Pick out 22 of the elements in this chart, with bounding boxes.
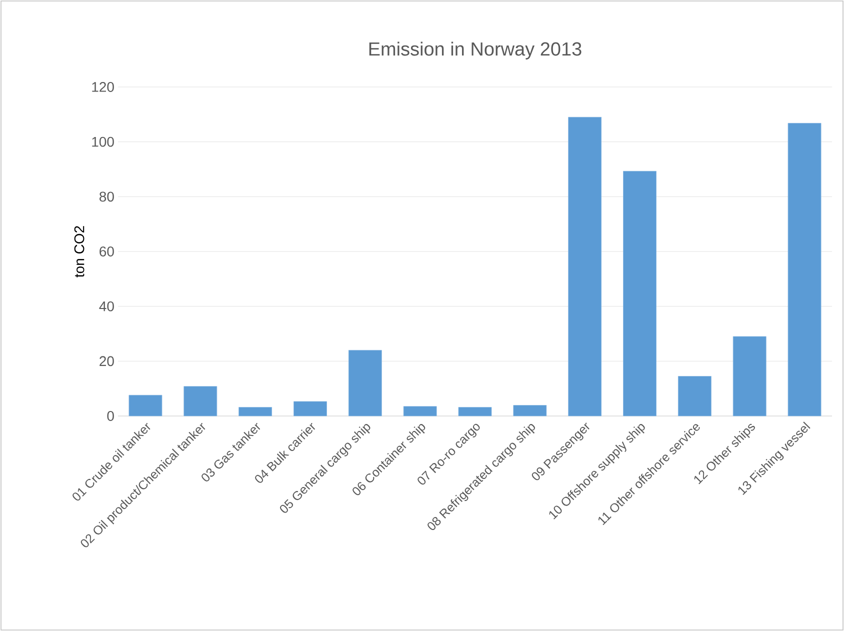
bar: [403, 406, 437, 416]
y-tick-label: 120: [92, 82, 114, 92]
y-axis-title: ton CO2: [74, 226, 84, 278]
bar: [294, 401, 327, 416]
bar: [678, 376, 712, 416]
bar: [568, 116, 602, 416]
bar: [128, 394, 162, 416]
bar: [184, 386, 218, 416]
bar: [788, 122, 822, 416]
y-tick-label: 40: [99, 301, 114, 312]
bar: [623, 170, 656, 416]
bar: [458, 407, 492, 416]
bar: [348, 350, 382, 416]
y-tick-label: 80: [100, 192, 114, 202]
bar: [238, 407, 272, 416]
y-tick-label: 100: [92, 136, 114, 147]
y-tick-label: 60: [100, 246, 114, 256]
y-tick-label: 20: [100, 356, 114, 366]
bar: [732, 336, 766, 416]
bar: [513, 405, 547, 416]
chart-title: Emission in Norway 2013: [369, 42, 582, 60]
y-tick-label: 0: [107, 411, 114, 421]
